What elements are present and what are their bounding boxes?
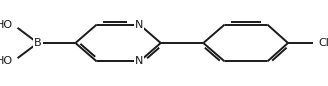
- Text: HO: HO: [0, 20, 13, 29]
- Text: HO: HO: [0, 57, 13, 66]
- Text: N: N: [135, 20, 144, 29]
- Text: Cl: Cl: [318, 38, 328, 48]
- Text: B: B: [34, 38, 42, 48]
- Text: N: N: [135, 57, 144, 66]
